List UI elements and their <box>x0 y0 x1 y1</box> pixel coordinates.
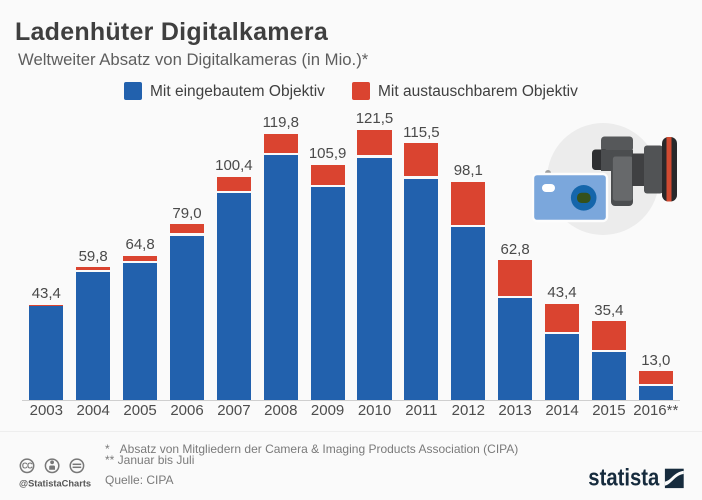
svg-text:@StatistaCharts: @StatistaCharts <box>19 479 91 489</box>
svg-text:CC: CC <box>22 462 33 471</box>
svg-text:statista: statista <box>588 465 659 492</box>
